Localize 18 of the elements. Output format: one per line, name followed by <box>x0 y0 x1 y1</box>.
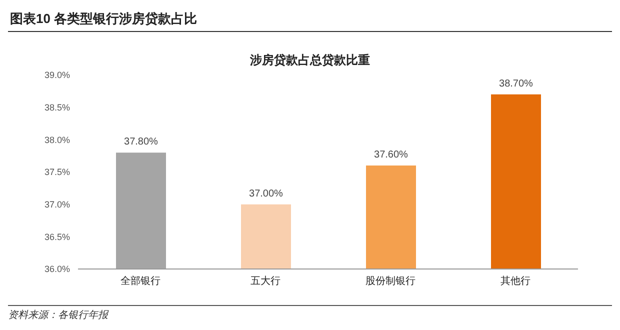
data-label: 37.60% <box>374 150 408 161</box>
x-tick-label: 股份制银行 <box>366 275 416 288</box>
x-tick-label: 其他行 <box>500 275 530 288</box>
chart-title: 图表10 各类型银行涉房贷款占比 <box>8 8 612 32</box>
y-tick-label: 37.5% <box>44 167 70 178</box>
data-label: 38.70% <box>499 78 534 90</box>
text: 资料来源：各银行年报 <box>8 308 612 322</box>
data-label: 37.00% <box>249 188 284 200</box>
y-tick-label: 36.0% <box>44 264 70 274</box>
y-tick-label: 36.5% <box>44 232 70 242</box>
chart-subtitle: 涉房贷款占总贷款比重 <box>249 52 371 69</box>
y-tick-label: 39.0% <box>44 70 70 80</box>
x-tick-label: 全部银行 <box>120 275 160 288</box>
y-tick-label: 38.5% <box>44 102 70 113</box>
data-label: 37.80% <box>124 136 158 148</box>
x-tick-label: 五大行 <box>250 275 280 288</box>
y-tick-label: 37.0% <box>44 200 70 210</box>
y-tick-label: 38.0% <box>44 134 70 145</box>
